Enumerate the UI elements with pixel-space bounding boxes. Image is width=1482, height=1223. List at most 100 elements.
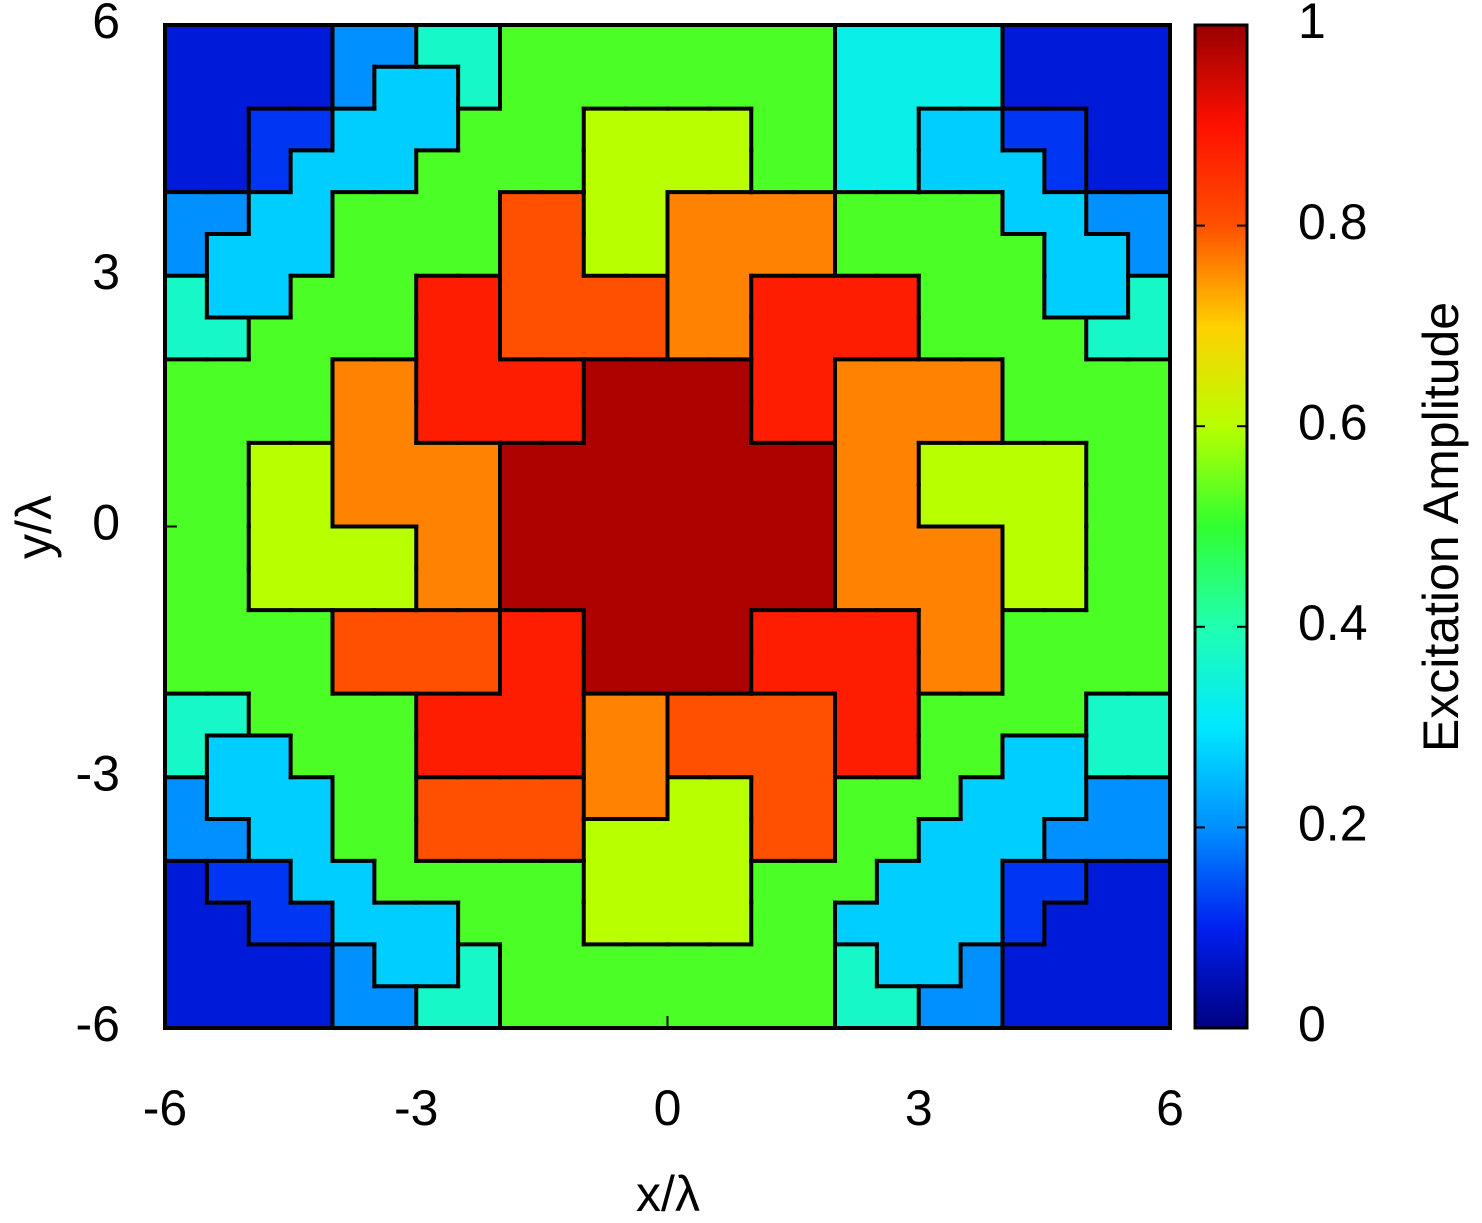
- cell: [290, 108, 334, 151]
- cell: [1044, 819, 1087, 862]
- cell: [960, 25, 1004, 68]
- cell: [332, 192, 375, 235]
- cell: [541, 610, 585, 653]
- cell: [709, 25, 752, 68]
- cell: [667, 860, 710, 904]
- cell: [751, 860, 794, 904]
- cell: [1128, 819, 1171, 862]
- cell: [1002, 401, 1045, 444]
- cell: [1086, 442, 1129, 486]
- cell: [416, 944, 459, 987]
- cell: [583, 401, 627, 444]
- cell: [625, 275, 669, 319]
- cell: [374, 735, 417, 778]
- cell: [206, 986, 250, 1029]
- cell: [290, 860, 334, 904]
- cell: [709, 317, 752, 360]
- cell: [500, 66, 543, 110]
- cell: [541, 568, 585, 611]
- cell: [751, 944, 794, 987]
- cell: [248, 944, 292, 987]
- cell: [876, 735, 920, 778]
- x-tick-label: -3: [394, 1080, 438, 1136]
- cell: [165, 66, 208, 110]
- cell: [709, 610, 752, 653]
- cell: [290, 735, 334, 778]
- cell: [1128, 108, 1171, 151]
- cell: [541, 735, 585, 778]
- cell: [374, 317, 417, 360]
- cell: [1002, 275, 1045, 319]
- cell: [876, 484, 920, 528]
- cell: [1086, 233, 1129, 277]
- cell: [583, 568, 627, 611]
- cell: [583, 986, 627, 1029]
- cell: [667, 568, 710, 611]
- cell: [206, 735, 250, 778]
- cell: [1086, 860, 1129, 904]
- cell: [458, 275, 501, 319]
- cell: [332, 819, 375, 862]
- cell: [583, 902, 627, 946]
- cell: [625, 526, 669, 569]
- cell: [165, 401, 208, 444]
- cell: [290, 192, 334, 235]
- cell: [541, 66, 585, 110]
- cell: [165, 777, 208, 820]
- cell: [918, 819, 962, 862]
- cell: [751, 25, 794, 68]
- cell: [625, 233, 669, 277]
- cell: [332, 108, 375, 151]
- cell: [960, 777, 1004, 820]
- cell: [583, 651, 627, 695]
- cell: [960, 986, 1004, 1029]
- cell: [1128, 735, 1171, 778]
- cell: [374, 192, 417, 235]
- cell: [248, 819, 292, 862]
- cell: [918, 192, 962, 235]
- cell: [541, 944, 585, 987]
- cell: [500, 693, 543, 737]
- cell: [1044, 944, 1087, 987]
- cell: [1044, 192, 1087, 235]
- cell: [918, 25, 962, 68]
- cell: [667, 735, 710, 778]
- cell: [667, 25, 710, 68]
- cell: [541, 401, 585, 444]
- cell: [165, 25, 208, 68]
- cell: [332, 735, 375, 778]
- cell: [206, 317, 250, 360]
- cell: [458, 860, 501, 904]
- cell: [290, 66, 334, 110]
- cell: [667, 986, 710, 1029]
- cell: [541, 25, 585, 68]
- cell: [416, 108, 459, 151]
- cell: [625, 777, 669, 820]
- cell: [709, 233, 752, 277]
- cell: [1086, 275, 1129, 319]
- cell: [332, 150, 375, 193]
- cell: [332, 317, 375, 360]
- cell: [165, 902, 208, 946]
- cell: [709, 359, 752, 402]
- cell: [248, 693, 292, 737]
- cell: [583, 819, 627, 862]
- cell: [835, 484, 878, 528]
- cell: [500, 944, 543, 987]
- cell: [248, 986, 292, 1029]
- cell: [248, 401, 292, 444]
- cell: [1086, 610, 1129, 653]
- cell: [332, 610, 375, 653]
- cell: [1002, 860, 1045, 904]
- cell: [667, 275, 710, 319]
- cell: [1044, 735, 1087, 778]
- cell: [918, 986, 962, 1029]
- cell: [876, 610, 920, 653]
- cell: [500, 442, 543, 486]
- cell: [1044, 359, 1087, 402]
- cell: [374, 693, 417, 737]
- cell: [1128, 66, 1171, 110]
- cell: [709, 860, 752, 904]
- cell: [458, 359, 501, 402]
- cell: [667, 192, 710, 235]
